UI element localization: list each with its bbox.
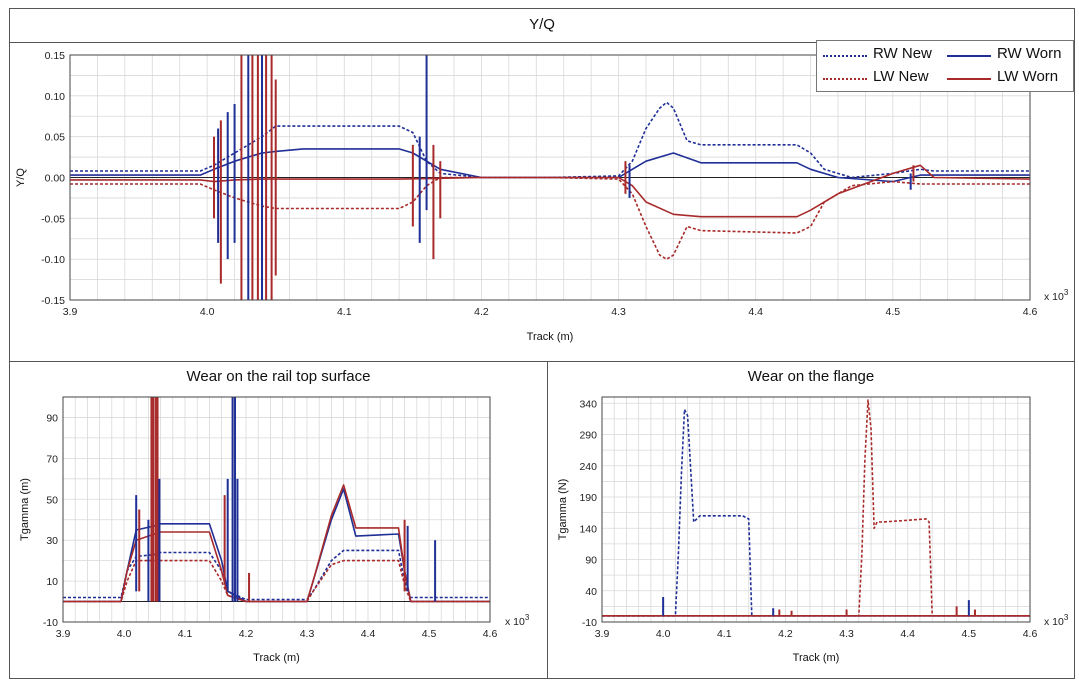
- right-xtick-label: 4.0: [656, 628, 671, 640]
- left-ytick-label: 10: [46, 576, 58, 588]
- left-xtick-label: 3.9: [56, 628, 71, 640]
- top-ytick-label: -0.05: [41, 213, 65, 225]
- top-axes-frame: [69, 54, 1031, 301]
- top-xtick-label: 4.6: [1023, 306, 1038, 318]
- top-xtick-label: 4.1: [337, 306, 352, 318]
- left-axes-frame: [62, 396, 491, 623]
- left-ylabel: Tgamma (m): [19, 478, 31, 541]
- left-ytick-label: -10: [43, 617, 58, 629]
- legend: RW New RW Worn LW New LW Worn: [816, 40, 1074, 92]
- left-xtick-label: 4.6: [483, 628, 498, 640]
- right-x-multiplier-base: x 10: [1044, 616, 1064, 628]
- left-xtick-label: 4.5: [422, 628, 437, 640]
- right-ytick-label: 190: [579, 492, 597, 504]
- left-xtick-label: 4.0: [117, 628, 132, 640]
- top-title-bar: [9, 8, 1075, 43]
- left-xlabel: Track (m): [253, 652, 300, 664]
- left-x-multiplier-exp: 3: [525, 613, 530, 622]
- right-xtick-label: 4.2: [778, 628, 793, 640]
- bottom-right-panel: [547, 361, 1075, 679]
- legend-label-rw-worn: RW Worn: [997, 45, 1062, 62]
- legend-swatch-lw-worn: [947, 78, 991, 80]
- left-ytick-label: 30: [46, 535, 58, 547]
- top-x-multiplier-base: x 10: [1044, 291, 1064, 303]
- left-grid: [62, 396, 491, 623]
- top-series-lw-new: [70, 176, 1030, 260]
- top-x-multiplier-exp: 3: [1064, 288, 1069, 297]
- legend-swatch-rw-worn: [947, 55, 991, 57]
- left-ytick-label: 90: [46, 412, 58, 424]
- right-series-lw-new: [602, 399, 1030, 617]
- right-series-rw-new: [602, 408, 1030, 617]
- right-series-group: [602, 399, 1030, 617]
- left-series-group: [63, 397, 490, 603]
- top-xlabel: Track (m): [527, 331, 574, 343]
- left-ytick-label: 50: [46, 494, 58, 506]
- top-xtick-label: 4.5: [886, 306, 901, 318]
- left-xtick-label: 4.3: [300, 628, 315, 640]
- legend-label-lw-worn: LW Worn: [997, 68, 1059, 85]
- right-panel-title: Wear on the flange: [747, 368, 875, 385]
- right-ytick-label: 90: [585, 555, 597, 567]
- top-panel-title: Y/Q: [529, 16, 555, 33]
- top-ytick-label: -0.10: [41, 254, 65, 266]
- right-x-multiplier-exp: 3: [1064, 613, 1069, 622]
- left-panel-title: Wear on the rail top surface: [186, 368, 371, 385]
- left-chart: 3.9 4.0 4.1 4.2 4.3 4.4 4.5 4.6 90 70 50 30 10 -10 Tra…: [19, 396, 530, 664]
- top-ytick-label: 0.00: [45, 173, 66, 185]
- legend-swatch-lw-new: [823, 78, 867, 80]
- left-ytick-label: 70: [46, 453, 58, 465]
- legend-label-lw-new: LW New: [873, 68, 929, 85]
- right-plot-area: [602, 397, 1030, 622]
- right-xtick-label: 4.6: [1023, 628, 1038, 640]
- top-xtick-label: 4.3: [611, 306, 626, 318]
- right-xtick-label: 4.4: [900, 628, 915, 640]
- right-xlabel: Track (m): [793, 652, 840, 664]
- right-xtick-label: 4.1: [717, 628, 732, 640]
- right-xtick-label: 4.5: [962, 628, 977, 640]
- top-xtick-label: 4.2: [474, 306, 489, 318]
- legend-swatch-rw-new: [823, 55, 867, 57]
- right-ytick-label: 140: [579, 523, 597, 535]
- right-ytick-label: 240: [579, 461, 597, 473]
- top-ylabel: Y/Q: [15, 168, 27, 187]
- left-plot-area: [63, 397, 490, 622]
- left-xtick-label: 4.1: [178, 628, 193, 640]
- right-ytick-label: 40: [585, 586, 597, 598]
- left-xtick-label: 4.2: [239, 628, 254, 640]
- right-xtick-label: 4.3: [839, 628, 854, 640]
- right-ytick-label: 340: [579, 398, 597, 410]
- top-series-rw-new: [70, 101, 1030, 179]
- top-xtick-label: 4.4: [748, 306, 763, 318]
- top-chart: 3.9 4.0 4.1 4.2 4.3 4.4 4.5 4.6 0.15 0.10 0.05 0.00…: [15, 50, 1069, 343]
- top-ytick-label: 0.10: [45, 91, 66, 103]
- top-series-group: [70, 55, 1030, 300]
- legend-label-rw-new: RW New: [873, 45, 932, 62]
- top-xtick-label: 4.0: [200, 306, 215, 318]
- left-x-multiplier: x 103: [505, 613, 530, 628]
- left-xtick-label: 4.4: [361, 628, 376, 640]
- right-axes-frame: [601, 396, 1031, 623]
- left-x-multiplier-base: x 10: [505, 616, 525, 628]
- right-ylabel: Tgamma (N): [557, 479, 569, 541]
- top-ytick-label: 0.05: [45, 132, 66, 144]
- top-ytick-label: 0.15: [45, 50, 66, 62]
- right-ytick-label: 290: [579, 430, 597, 442]
- right-xtick-label: 3.9: [595, 628, 610, 640]
- right-ytick-label: -10: [582, 617, 597, 629]
- top-x-multiplier: x 103: [1044, 288, 1069, 303]
- top-xtick-label: 3.9: [63, 306, 78, 318]
- right-chart: 3.9 4.0 4.1 4.2 4.3 4.4 4.5 4.63402902401901409…: [557, 396, 1069, 664]
- top-ytick-label: -0.15: [41, 295, 65, 307]
- right-x-multiplier: x 103: [1044, 613, 1069, 628]
